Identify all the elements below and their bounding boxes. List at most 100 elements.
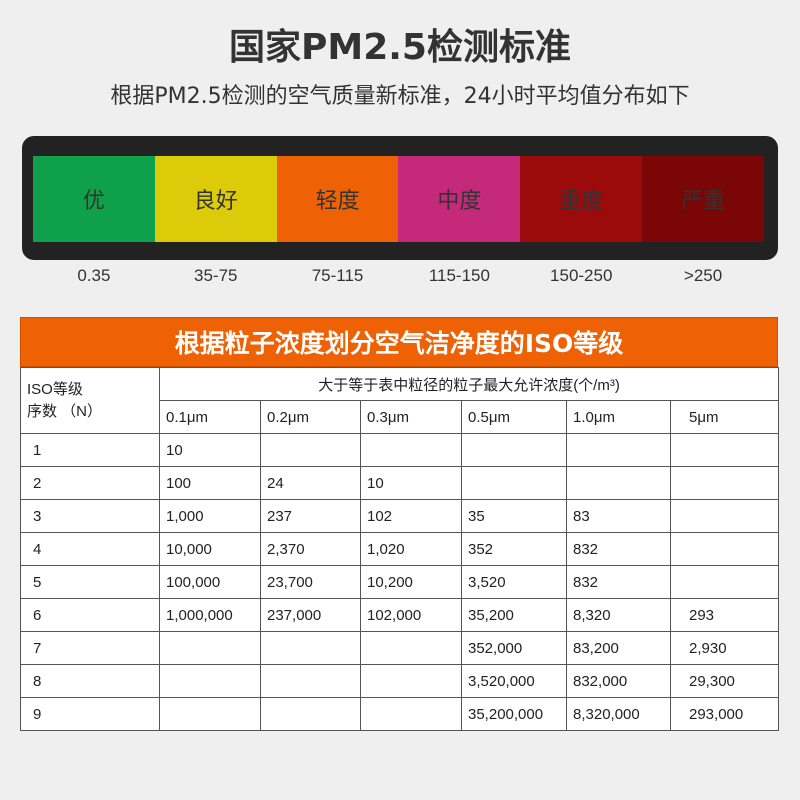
column-header: 1.0μm [566, 400, 671, 434]
aqi-range-moderate: 115-150 [428, 266, 490, 285]
concentration-cell [360, 433, 462, 467]
iso-level-cell: 4 [20, 532, 160, 566]
concentration-cell: 293,000 [669, 697, 780, 731]
concentration-cell: 102,000 [360, 598, 462, 632]
iso-level-cell: 7 [20, 631, 160, 665]
aqi-level-moderate: 中度 [398, 156, 521, 242]
concentration-cell: 83 [566, 499, 671, 533]
aqi-level-light: 轻度 [276, 156, 399, 242]
aqi-range-excellent: 0.35 [77, 266, 111, 285]
concentration-cell [159, 631, 261, 665]
concentration-cell [260, 664, 361, 698]
concentration-cell: 832 [566, 532, 671, 566]
column-header: 0.5μm [461, 400, 567, 434]
iso-level-cell: 9 [20, 697, 160, 731]
table-row: 3 1,000 237 102 35 83 [20, 499, 780, 533]
table-header-row: ISO等级 序数 （N） 大于等于表中粒径的粒子最大允许浓度(个/m³) [20, 367, 780, 434]
page-title: 国家PM2.5检测标准 [229, 27, 571, 68]
concentration-cell [566, 433, 671, 467]
concentration-cell: 8,320 [566, 598, 671, 632]
aqi-range-good: 35-75 [194, 266, 238, 285]
aqi-ranges: 0.35 35-75 75-115 115-150 150-250 >250 [33, 266, 764, 290]
concentration-cell: 23,700 [260, 565, 361, 599]
aqi-level-heavy: 重度 [520, 156, 643, 242]
concentration-cell: 352 [461, 532, 567, 566]
concentration-cell [669, 532, 780, 566]
iso-level-cell: 1 [20, 433, 160, 467]
iso-level-cell: 2 [20, 466, 160, 500]
concentration-cell [260, 433, 361, 467]
iso-table: ISO等级 序数 （N） 大于等于表中粒径的粒子最大允许浓度(个/m³) 0.1… [20, 367, 780, 731]
concentration-cell [260, 631, 361, 665]
iso-level-header: ISO等级 序数 （N） [20, 367, 160, 434]
concentration-cell [159, 697, 261, 731]
iso-level-header-line2: 序数 （N） [27, 402, 103, 420]
concentration-cell: 352,000 [461, 631, 567, 665]
concentration-cell [360, 697, 462, 731]
concentration-cell [669, 433, 780, 467]
concentration-cell: 100 [159, 466, 261, 500]
concentration-cell [260, 697, 361, 731]
column-header: 0.2μm [260, 400, 361, 434]
table-row: 6 1,000,000 237,000 102,000 35,200 8,320 293 [20, 598, 780, 632]
aqi-range-heavy: 150-250 [550, 266, 613, 285]
concentration-cell: 10,200 [360, 565, 462, 599]
concentration-cell: 3,520,000 [461, 664, 567, 698]
column-header: 0.3μm [360, 400, 462, 434]
concentration-cell: 10 [360, 466, 462, 500]
concentration-cell [566, 466, 671, 500]
table-row: 2 100 24 10 [20, 466, 780, 500]
concentration-cell [461, 433, 567, 467]
table-row: 9 35,200,000 8,320,000 293,000 [20, 697, 780, 731]
concentration-cell: 10,000 [159, 532, 261, 566]
concentration-cell: 35,200,000 [461, 697, 567, 731]
concentration-cell: 24 [260, 466, 361, 500]
iso-level-cell: 3 [20, 499, 160, 533]
iso-level-cell: 6 [20, 598, 160, 632]
aqi-range-severe: >250 [683, 266, 723, 285]
concentration-cell: 1,000 [159, 499, 261, 533]
concentration-cell: 10 [159, 433, 261, 467]
iso-banner: 根据粒子浓度划分空气洁净度的ISO等级 [20, 317, 778, 367]
concentration-cell: 100,000 [159, 565, 261, 599]
concentration-cell: 102 [360, 499, 462, 533]
table-row: 4 10,000 2,370 1,020 352 832 [20, 532, 780, 566]
aqi-level-excellent: 优 [33, 156, 155, 242]
iso-level-header-line1: ISO等级 [27, 380, 83, 398]
aqi-level-severe: 严重 [642, 156, 764, 242]
concentration-cell: 83,200 [566, 631, 671, 665]
concentration-cell: 832,000 [566, 664, 671, 698]
table-row: 8 3,520,000 832,000 29,300 [20, 664, 780, 698]
aqi-bar: 优 良好 轻度 中度 重度 严重 [33, 156, 764, 242]
concentration-cell: 832 [566, 565, 671, 599]
concentration-cell: 35 [461, 499, 567, 533]
concentration-cell: 2,930 [669, 631, 780, 665]
column-header: 0.1μm [159, 400, 261, 434]
concentration-cell: 293 [669, 598, 780, 632]
particle-size-header-row: 0.1μm 0.2μm 0.3μm 0.5μm 1.0μm 5μm [21, 400, 780, 434]
aqi-level-good: 良好 [154, 156, 277, 242]
aqi-range-light: 75-115 [311, 266, 364, 285]
concentration-cell: 1,000,000 [159, 598, 261, 632]
concentration-header: 大于等于表中粒径的粒子最大允许浓度(个/m³) [158, 367, 780, 401]
iso-level-cell: 8 [20, 664, 160, 698]
table-row: 5 100,000 23,700 10,200 3,520 832 [20, 565, 780, 599]
concentration-cell: 3,520 [461, 565, 567, 599]
iso-level-cell: 5 [20, 565, 160, 599]
concentration-cell: 237,000 [260, 598, 361, 632]
concentration-cell [669, 466, 780, 500]
table-row: 7 352,000 83,200 2,930 [20, 631, 780, 665]
concentration-cell: 29,300 [669, 664, 780, 698]
concentration-cell [669, 565, 780, 599]
concentration-cell: 35,200 [461, 598, 567, 632]
concentration-cell: 237 [260, 499, 361, 533]
page-subtitle: 根据PM2.5检测的空气质量新标准，24小时平均值分布如下 [110, 84, 690, 109]
concentration-cell: 1,020 [360, 532, 462, 566]
table-row: 1 10 [20, 433, 780, 467]
concentration-cell [669, 499, 780, 533]
concentration-cell: 8,320,000 [566, 697, 671, 731]
concentration-cell [159, 664, 261, 698]
concentration-cell [461, 466, 567, 500]
column-header: 5μm [669, 400, 780, 434]
concentration-cell [360, 631, 462, 665]
